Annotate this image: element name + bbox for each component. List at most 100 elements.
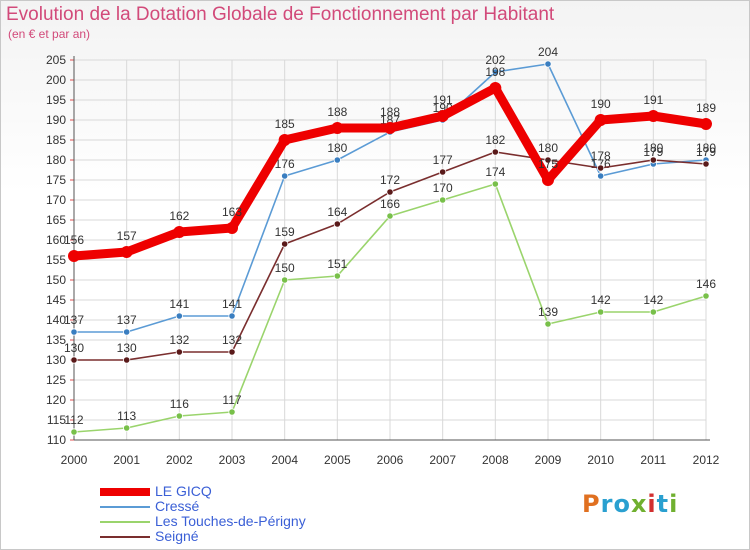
y-tick-label: 135: [46, 333, 66, 347]
data-point: [123, 424, 131, 432]
data-point: [594, 114, 607, 126]
y-tick-label: 205: [46, 53, 66, 67]
data-point: [702, 292, 710, 300]
legend-swatch: [100, 488, 150, 496]
data-label: 191: [643, 93, 663, 107]
data-label: 139: [538, 305, 558, 319]
data-label: 177: [433, 153, 453, 167]
data-label: 180: [696, 141, 716, 155]
data-label: 185: [275, 117, 295, 131]
data-label: 182: [485, 133, 505, 147]
logo-letter: x: [630, 490, 648, 518]
y-tick-label: 150: [46, 273, 66, 287]
data-point: [68, 250, 80, 262]
data-point: [439, 168, 447, 176]
data-point: [491, 148, 499, 156]
x-tick-label: 2002: [166, 453, 193, 467]
data-label: 178: [591, 149, 611, 163]
y-tick-label: 170: [46, 193, 66, 207]
y-tick-label: 180: [46, 153, 66, 167]
data-point: [544, 320, 552, 328]
data-label: 146: [696, 277, 716, 291]
y-tick-label: 125: [46, 373, 66, 387]
data-point: [175, 312, 183, 320]
data-label: 190: [591, 97, 611, 111]
data-point: [175, 348, 183, 356]
data-label: 156: [64, 233, 84, 247]
data-label: 113: [117, 409, 136, 423]
data-label: 188: [327, 105, 347, 119]
data-label: 141: [169, 297, 189, 311]
data-label: 176: [275, 157, 295, 171]
data-point: [228, 408, 236, 416]
data-point: [333, 272, 341, 280]
data-label: 117: [222, 393, 241, 407]
data-point: [228, 348, 236, 356]
data-label: 180: [538, 141, 558, 155]
x-tick-label: 2008: [482, 453, 509, 467]
legend-label: Seigné: [155, 528, 199, 544]
x-tick-label: 2010: [587, 453, 614, 467]
data-label: 191: [433, 93, 453, 107]
data-point: [173, 226, 186, 238]
data-point: [544, 156, 552, 164]
data-point: [647, 110, 660, 122]
data-point: [597, 172, 605, 180]
data-label: 189: [696, 101, 716, 115]
logo-letter: r: [600, 490, 614, 518]
data-label: 163: [222, 205, 242, 219]
data-point: [333, 220, 341, 228]
x-tick-label: 2004: [271, 453, 298, 467]
data-label: 157: [117, 229, 137, 243]
data-point: [597, 308, 605, 316]
data-point: [226, 222, 238, 234]
data-point: [386, 212, 394, 220]
legend-swatch: [100, 536, 150, 538]
data-label: 137: [64, 313, 84, 327]
data-point: [70, 328, 78, 336]
legend-label: Les Touches-de-Périgny: [155, 513, 306, 529]
data-point: [649, 156, 657, 164]
y-tick-label: 185: [46, 133, 66, 147]
y-tick-label: 190: [46, 113, 66, 127]
y-tick-label: 175: [46, 173, 66, 187]
data-label: 188: [380, 105, 400, 119]
legend-label: LE GICQ: [155, 483, 212, 499]
data-label: 166: [380, 197, 400, 211]
data-label: 151: [327, 257, 347, 271]
data-point: [123, 356, 131, 364]
y-tick-label: 200: [46, 73, 66, 87]
data-point: [489, 82, 502, 94]
data-label: 174: [485, 165, 505, 179]
y-tick-label: 160: [46, 233, 66, 247]
chart-title: Evolution de la Dotation Globale de Fonc…: [6, 4, 555, 25]
x-tick-label: 2000: [61, 453, 88, 467]
data-label: 170: [433, 181, 453, 195]
data-point: [700, 118, 712, 130]
data-point: [281, 276, 289, 284]
x-tick-label: 2005: [324, 453, 351, 467]
data-point: [649, 308, 657, 316]
data-label: 137: [117, 313, 137, 327]
proxiti-logo: Proxiti: [582, 490, 678, 518]
data-label: 180: [643, 141, 663, 155]
data-point: [70, 356, 78, 364]
data-point: [123, 328, 131, 336]
y-tick-label: 155: [46, 253, 66, 267]
data-point: [281, 240, 289, 248]
x-tick-label: 2003: [219, 453, 246, 467]
data-point: [542, 174, 554, 186]
data-label: 202: [485, 53, 505, 67]
data-label: 159: [275, 225, 295, 239]
x-tick-label: 2007: [429, 453, 456, 467]
data-label: 150: [275, 261, 295, 275]
y-tick-label: 145: [46, 293, 66, 307]
data-point: [436, 110, 449, 122]
data-point: [491, 180, 499, 188]
data-label: 142: [591, 293, 611, 307]
data-label: 198: [485, 65, 505, 79]
legend-swatch: [100, 521, 150, 523]
logo-letter: i: [647, 490, 657, 518]
data-point: [491, 68, 499, 76]
